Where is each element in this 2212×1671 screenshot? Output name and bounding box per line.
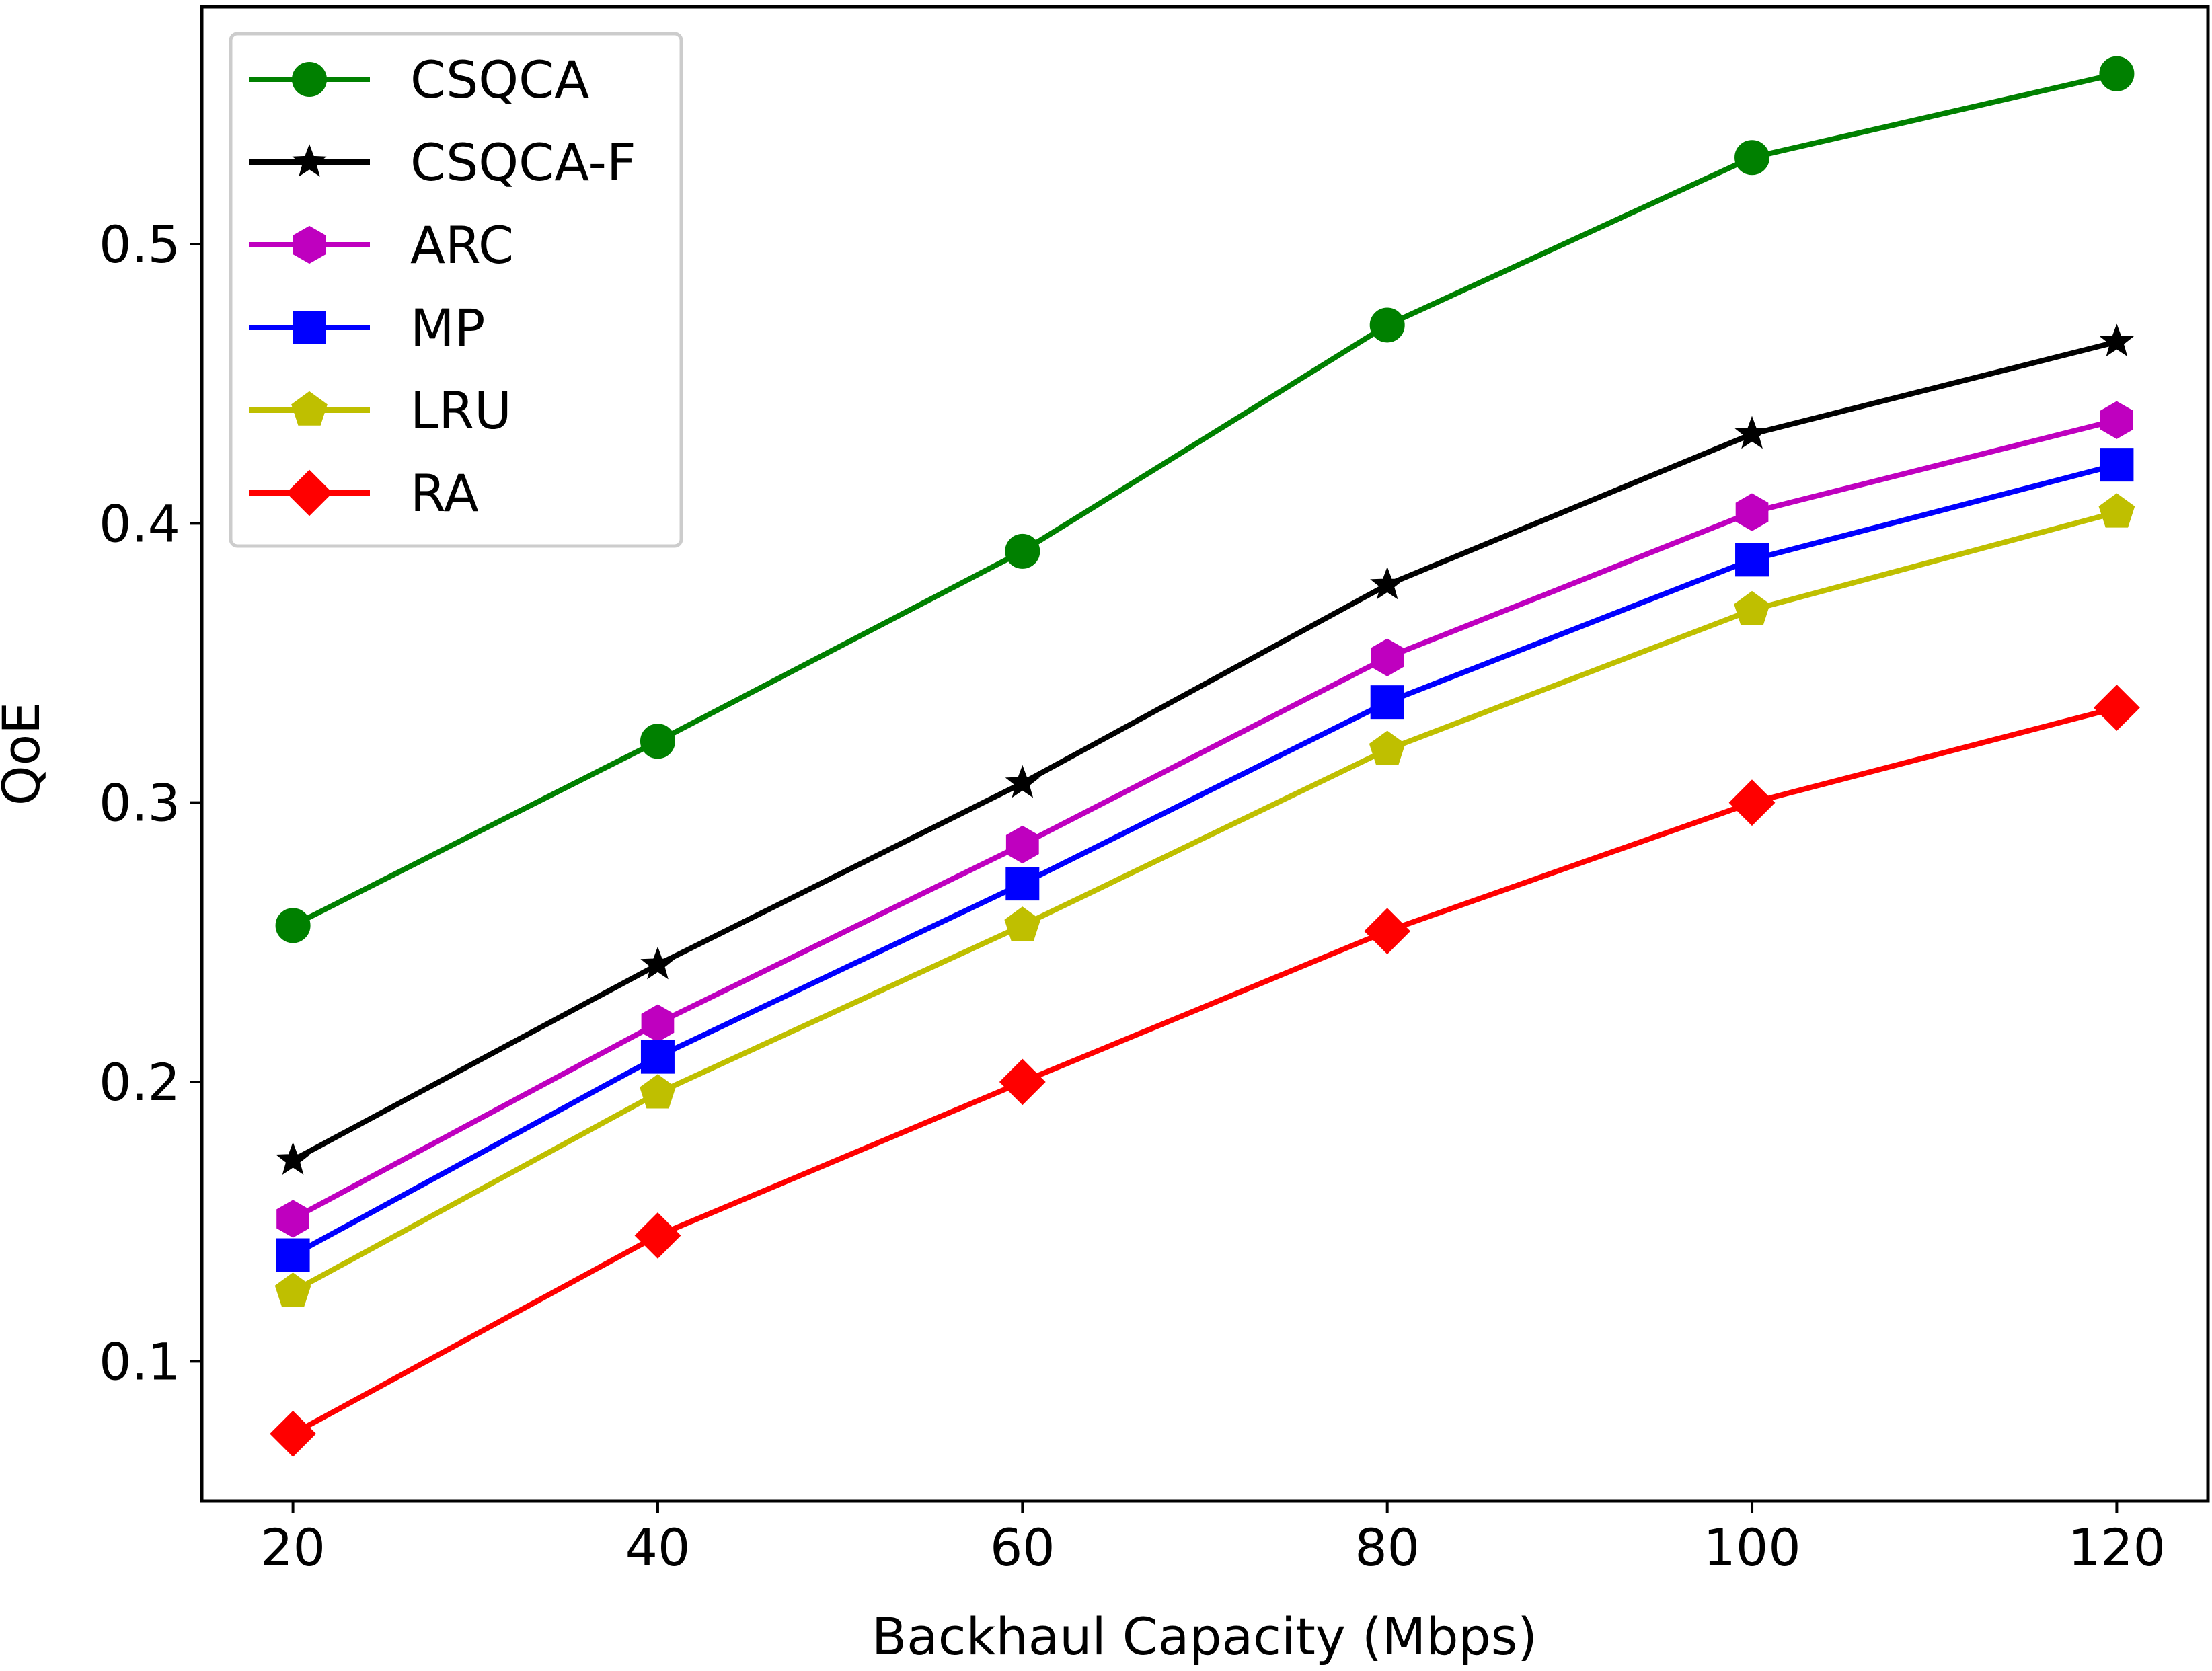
legend-marker-csqca-f — [292, 144, 327, 177]
x-tick-label-120: 120 — [2068, 1518, 2166, 1578]
y-axis-label: QoE — [0, 702, 51, 806]
point-mp-120 — [2100, 448, 2134, 482]
point-mp-80 — [1370, 685, 1404, 720]
x-tick-label-60: 60 — [990, 1518, 1055, 1578]
x-axis-label: Backhaul Capacity (Mbps) — [872, 1606, 1537, 1666]
legend-item-csqca: CSQCA — [249, 50, 589, 110]
legend-label-csqca: CSQCA — [410, 50, 589, 110]
line-ra — [291, 705, 2118, 1436]
point-csqca-f-120 — [2099, 323, 2134, 357]
point-csqca-f-40 — [640, 946, 675, 980]
y-tick-label-0.4: 0.4 — [99, 494, 180, 553]
legend-item-arc: ARC — [249, 215, 514, 275]
legend-item-csqca-f: CSQCA-F — [249, 132, 636, 192]
point-lru-80 — [1369, 730, 1406, 765]
y-tick-label-0.3: 0.3 — [99, 773, 180, 833]
x-tick-label-20: 20 — [260, 1518, 326, 1578]
line-csqca — [291, 71, 2118, 928]
point-csqca-f-20 — [276, 1142, 311, 1175]
legend-label-arc: ARC — [410, 215, 514, 275]
line-csqca-f — [291, 339, 2118, 1163]
point-lru-40 — [640, 1074, 676, 1109]
point-mp-20 — [276, 1238, 310, 1272]
point-csqca-80 — [1369, 307, 1405, 343]
point-mp-40 — [640, 1040, 675, 1074]
point-ra-80 — [1364, 908, 1411, 955]
point-arc-60 — [1005, 825, 1039, 864]
y-tick-label-0.2: 0.2 — [99, 1052, 180, 1112]
legend-marker-ra — [286, 469, 333, 516]
series-mp — [276, 448, 2134, 1272]
point-arc-100 — [1735, 493, 1769, 531]
point-arc-20 — [276, 1200, 309, 1238]
point-csqca-20 — [275, 908, 311, 943]
point-ra-60 — [999, 1058, 1046, 1105]
point-mp-100 — [1735, 543, 1769, 577]
point-ra-40 — [634, 1212, 681, 1259]
legend-marker-arc — [293, 225, 326, 264]
point-lru-60 — [1004, 906, 1041, 941]
legend-marker-lru — [291, 391, 328, 426]
point-ra-100 — [1728, 779, 1776, 826]
legend: CSQCA CSQCA-F ARC MP LRU RA — [229, 32, 683, 548]
point-lru-20 — [274, 1272, 311, 1307]
legend-label-mp: MP — [410, 298, 485, 358]
series-csqca-f — [276, 323, 2134, 1175]
line-arc — [291, 417, 2118, 1222]
line-mp — [291, 462, 2118, 1258]
point-csqca-120 — [2099, 56, 2135, 91]
point-ra-20 — [270, 1410, 317, 1457]
series-ra — [270, 685, 2140, 1457]
point-csqca-f-60 — [1005, 765, 1040, 798]
legend-label-lru: LRU — [410, 381, 512, 440]
series-lru — [274, 493, 2135, 1307]
point-csqca-40 — [640, 724, 675, 759]
point-ra-120 — [2093, 685, 2140, 731]
axis-layer: 20 40 60 80 100 120 0.1 0.2 0.3 0.4 0.5 — [99, 215, 2166, 1578]
legend-label-ra: RA — [410, 463, 479, 523]
point-csqca-f-100 — [1734, 416, 1769, 449]
legend-marker-mp — [293, 311, 326, 344]
legend-item-mp: MP — [249, 298, 485, 358]
series-csqca — [275, 56, 2135, 943]
legend-item-ra: RA — [249, 463, 479, 523]
x-tick-label-100: 100 — [1704, 1518, 1801, 1578]
point-csqca-60 — [1005, 533, 1040, 569]
point-lru-120 — [2098, 493, 2135, 528]
series-arc — [276, 401, 2133, 1238]
legend-label-csqca-f: CSQCA-F — [410, 132, 636, 192]
x-tick-label-80: 80 — [1355, 1518, 1420, 1578]
point-arc-80 — [1371, 638, 1404, 676]
legend-items: CSQCA CSQCA-F ARC MP LRU RA — [249, 50, 636, 523]
point-csqca-100 — [1734, 140, 1770, 176]
x-tick-label-40: 40 — [625, 1518, 691, 1578]
legend-marker-csqca — [292, 62, 327, 97]
y-tick-label-0.5: 0.5 — [99, 215, 180, 274]
series-layer — [270, 56, 2140, 1457]
point-csqca-f-80 — [1370, 566, 1405, 600]
point-arc-120 — [2100, 401, 2133, 439]
line-lru — [291, 509, 2118, 1294]
point-lru-100 — [1734, 590, 1770, 625]
y-tick-label-0.1: 0.1 — [99, 1331, 180, 1391]
plot-frame — [200, 5, 2210, 1503]
legend-item-lru: LRU — [249, 381, 512, 440]
point-mp-60 — [1005, 867, 1040, 901]
